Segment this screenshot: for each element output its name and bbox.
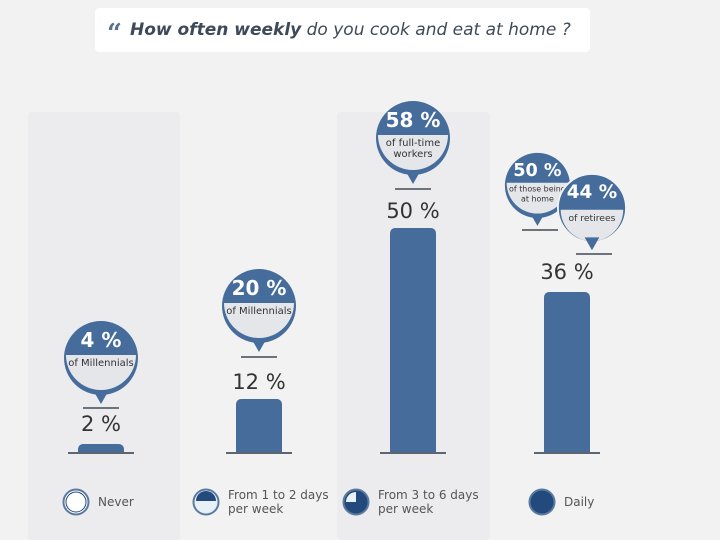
pin-line [83, 407, 119, 409]
quote-icon: “ [107, 21, 122, 39]
map-pin-icon [64, 321, 138, 404]
column-3-6-days: 50 % 58 % of full-time workers [338, 0, 488, 540]
map-pin-icon [504, 152, 570, 226]
chart-title: “ How often weekly do you cook and eat a… [95, 8, 590, 52]
pin-line [395, 188, 431, 190]
pin-line [576, 253, 612, 255]
map-pin-icon [222, 269, 296, 352]
bar-3-6-days [390, 228, 436, 452]
bar-never [78, 444, 124, 452]
pin-daily-retirees: 44 % of retirees [557, 173, 627, 256]
value-label: 12 % [232, 370, 286, 394]
pin-3-6-days: 58 % of full-time workers [375, 100, 451, 190]
baseline [380, 452, 446, 454]
bar-daily [544, 292, 590, 452]
column-1-2-days: 12 % 20 % of Millennials [184, 0, 334, 540]
empty-circle-icon [62, 488, 90, 516]
map-pin-icon [376, 101, 450, 184]
legend-item-1-2-days: From 1 to 2 days per week [192, 488, 329, 516]
baseline [68, 452, 134, 454]
title-text: How often weekly do you cook and eat at … [129, 20, 571, 40]
baseline [226, 452, 292, 454]
pin-line [522, 229, 558, 231]
legend-item-never: Never [62, 488, 134, 516]
half-circle-icon [192, 488, 220, 516]
baseline [534, 452, 600, 454]
map-pin-icon [557, 173, 627, 251]
column-daily: 36 % 50 % of those being at home 44 % of… [492, 0, 642, 540]
pin-line [241, 356, 277, 358]
value-label: 36 % [540, 260, 594, 284]
pin-1-2-days: 20 % of Millennials [221, 268, 297, 358]
legend-item-daily: Daily [528, 488, 594, 516]
column-never: 2 % 4 % of Millennials [26, 0, 176, 540]
legend-item-3-6-days: From 3 to 6 days per week [342, 488, 479, 516]
full-circle-icon [528, 488, 556, 516]
bar-1-2-days [236, 399, 282, 452]
value-label: 50 % [386, 199, 440, 223]
pin-never: 4 % of Millennials [63, 320, 139, 410]
three-quarter-circle-icon [342, 488, 370, 516]
pin-daily-home: 50 % of those being at home [504, 152, 571, 231]
value-label: 2 % [81, 412, 121, 436]
